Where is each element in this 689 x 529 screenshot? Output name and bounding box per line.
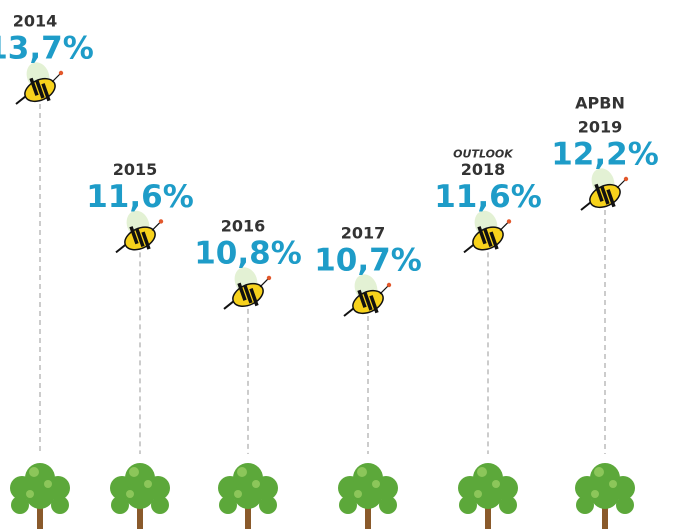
bee-stripe [363,292,373,311]
tree-highlight [594,467,604,477]
value-label: 12,2% [551,137,659,173]
tree-highlight [477,467,487,477]
tree-highlight [44,480,52,488]
tree-highlight [609,480,617,488]
bee-antenna [51,73,61,83]
tree-trunk [245,500,251,529]
tree-highlight [26,490,34,498]
tree-leaf [51,496,69,514]
bee-stinger [15,95,27,105]
year-label: 2016 [221,216,266,235]
bee [580,168,629,211]
tree-highlight [234,490,242,498]
bee-stinger [463,243,475,254]
bee [463,210,512,254]
tree-highlight [354,490,362,498]
value-label: 13,7% [0,31,94,67]
year-label: 2019 [578,118,623,137]
year-prefix: APBN [575,94,625,113]
tree-leaf [151,496,169,514]
bee-stripe [483,228,493,247]
tree-highlight [492,480,500,488]
bee-stripe [237,282,247,301]
bee-stripe [243,285,253,304]
tree-leaf [259,496,277,514]
tree-trunk [602,500,608,529]
bee-stripe [369,295,379,314]
tree-leaf [499,496,517,514]
year-label: 2018 [461,160,506,179]
value-label: 10,7% [314,243,422,279]
tree-trunk [37,500,43,529]
tree-leaf [591,481,619,509]
tree-highlight [357,467,367,477]
tree-leaf [474,481,502,509]
bee-stripe [249,288,259,307]
bee-antenna [379,285,389,295]
tree-highlight [144,480,152,488]
bee-stripe [141,231,151,250]
tree-leaf [26,481,54,509]
tree-highlight [252,480,260,488]
bee-stinger [115,243,127,254]
tree-leaf [234,481,262,509]
tree-leaf [126,481,154,509]
year-label: 2017 [341,224,386,243]
year-prefix: OUTLOOK [453,147,514,160]
bee-stripe [477,226,487,245]
bee-antenna-tip [623,176,629,182]
tree-leaf [616,496,634,514]
bee [15,62,64,105]
bee-stripe [606,189,616,208]
bee-antenna-tip [386,282,392,288]
tree-leaf [459,496,477,514]
bee-stripe [41,83,51,102]
bee-antenna-tip [506,219,512,224]
value-label: 11,6% [434,179,542,215]
bee-stinger [343,307,355,317]
bee-stinger [580,201,592,211]
bee-antenna-tip [158,219,164,224]
bee-stripe [357,289,367,308]
tree-highlight [126,490,134,498]
tree-trunk [137,500,143,529]
tree-highlight [372,480,380,488]
tree-leaf [339,496,357,514]
tree-highlight [237,467,247,477]
year-label: 2015 [113,160,158,179]
bee-stripe [600,186,610,205]
tree-leaf [379,496,397,514]
bee-antenna-tip [58,70,64,76]
bee-antenna [151,221,161,231]
bee [223,267,272,310]
bee-stripe [35,80,45,99]
tree-highlight [474,490,482,498]
bee-stripe [29,77,39,96]
tree-highlight [591,490,599,498]
bee-antenna [616,179,626,189]
tree-leaf [111,496,129,514]
bee-stripe [135,228,145,247]
tree-leaf [354,481,382,509]
tree-trunk [365,500,371,529]
tree-leaf [11,496,29,514]
bee-stripe [594,183,604,202]
tree-leaf [576,496,594,514]
tree-trunk [485,500,491,529]
bee-stripe [489,231,499,250]
bee-antenna [259,278,269,288]
bee-antenna [499,221,509,231]
bee [115,210,164,254]
year-label: 2014 [13,12,58,31]
bee-antenna-tip [266,275,272,281]
tree-leaf [219,496,237,514]
bee-stripe [129,226,139,245]
tree-highlight [29,467,39,477]
value-label: 10,8% [194,235,302,271]
bee-stinger [223,300,235,310]
bee [343,274,392,317]
tree-highlight [129,467,139,477]
value-label: 11,6% [86,179,194,215]
